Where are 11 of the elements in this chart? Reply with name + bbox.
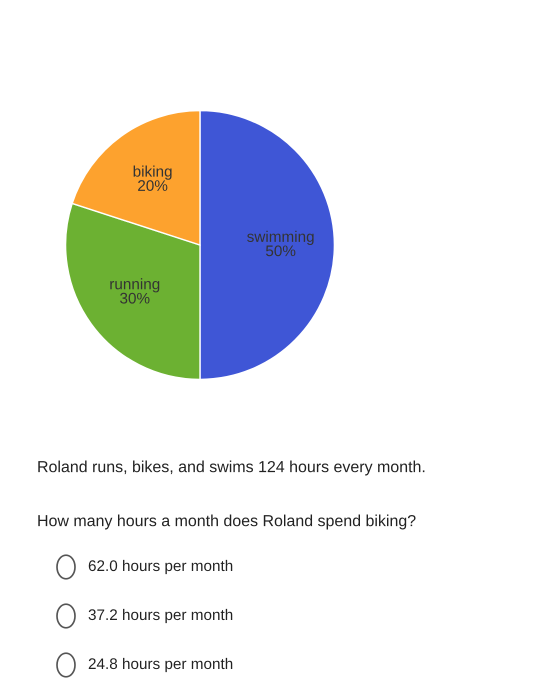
data-label: 20%: [138, 180, 168, 191]
text: Roland runs, bikes, and swims 124 hours every month.: [38, 460, 424, 476]
slice-label: biking: [134, 166, 172, 180]
text: 62.0 hours per month: [88, 560, 232, 574]
text: 37.2 hours per month: [88, 608, 232, 624]
slice-label: running: [110, 278, 160, 292]
text: 24.8 hours per month: [88, 658, 232, 672]
data-label: 30%: [120, 292, 150, 304]
data-label: 50%: [266, 245, 296, 256]
slice-label: swimming: [247, 230, 314, 245]
text: How many hours a month does Roland spend biking?: [38, 514, 416, 530]
